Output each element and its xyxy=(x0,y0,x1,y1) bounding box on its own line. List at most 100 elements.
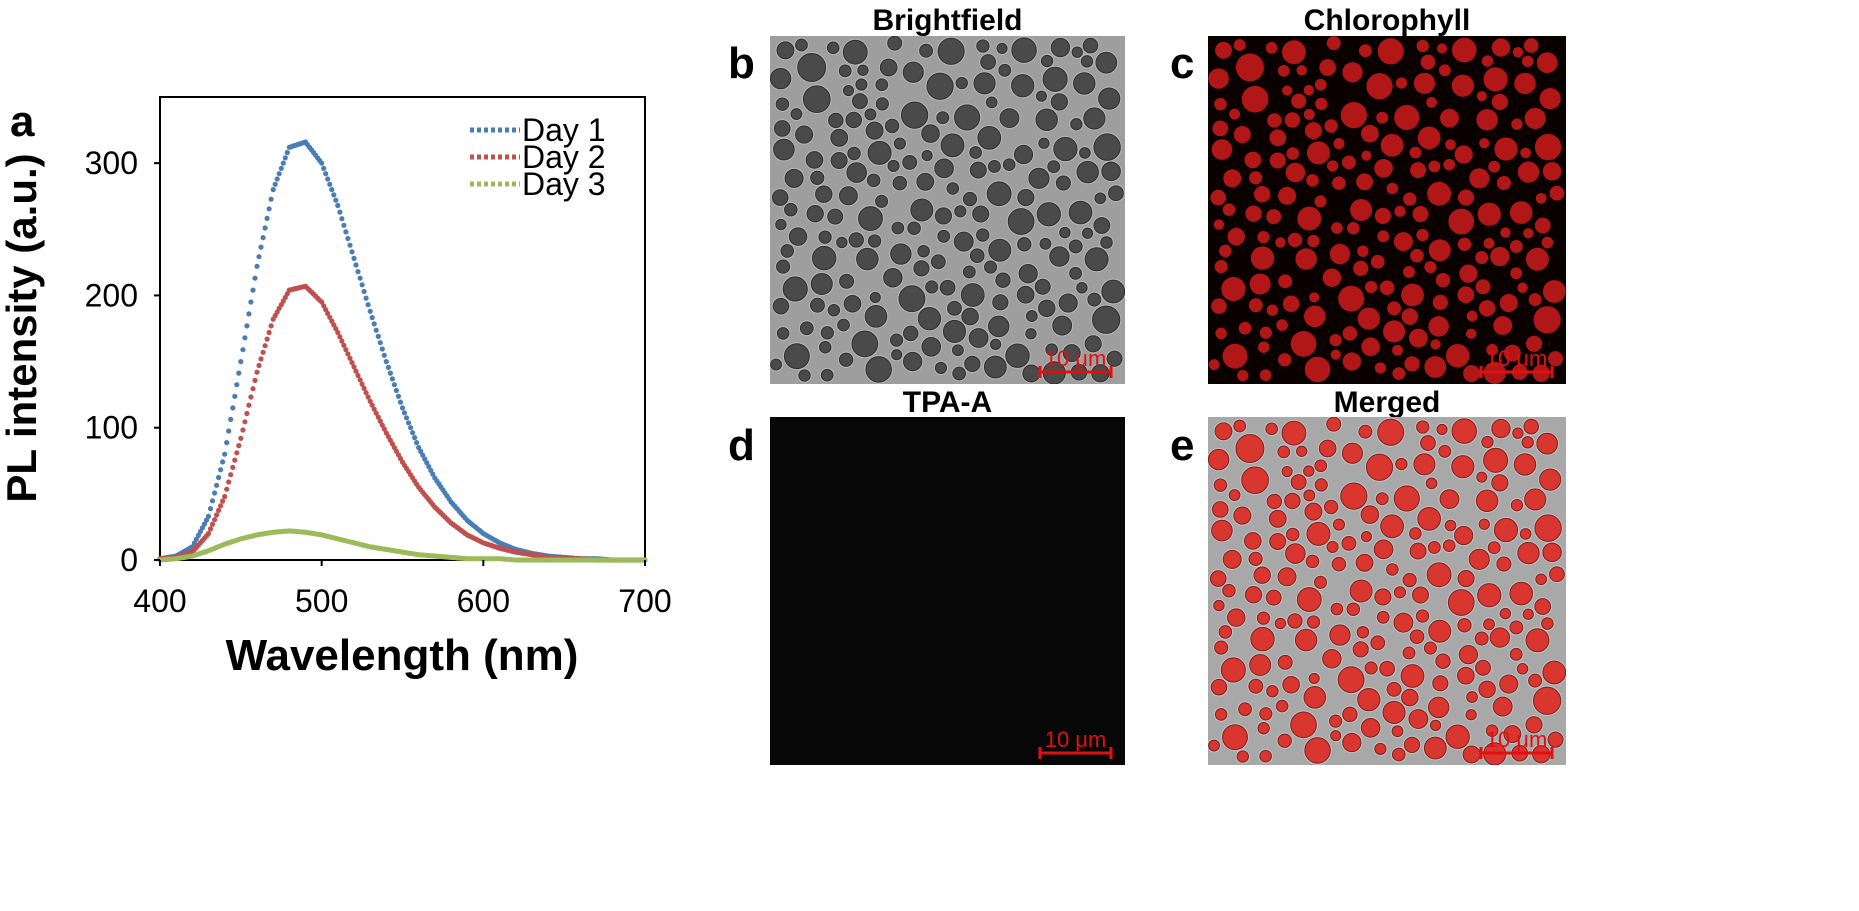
data-point xyxy=(256,254,262,260)
data-point xyxy=(331,192,337,198)
data-point xyxy=(254,369,260,375)
data-point xyxy=(351,255,357,261)
data-point xyxy=(383,359,389,365)
data-point xyxy=(262,225,268,231)
data-point xyxy=(341,342,347,348)
data-point xyxy=(224,486,230,492)
data-point xyxy=(325,310,331,317)
y-tick-label: 200 xyxy=(85,277,138,313)
data-point xyxy=(335,329,341,336)
data-point xyxy=(401,410,408,416)
scale-bar: 10 μm xyxy=(1038,346,1113,378)
data-point xyxy=(272,181,278,187)
data-point xyxy=(244,323,250,329)
series-3 xyxy=(157,528,648,563)
data-point xyxy=(252,275,258,281)
data-point xyxy=(248,394,254,400)
data-point xyxy=(412,435,418,441)
data-point xyxy=(220,498,226,504)
tpa-a-title: TPA-A xyxy=(902,386,993,419)
data-point xyxy=(256,362,262,369)
data-point xyxy=(403,415,410,421)
data-point xyxy=(339,338,345,344)
data-point xyxy=(209,498,216,504)
y-tick-label: 0 xyxy=(120,542,138,578)
data-point xyxy=(337,209,343,215)
panel-letter-c: c xyxy=(1170,39,1195,88)
data-point xyxy=(226,479,232,485)
plot-border xyxy=(159,96,646,561)
data-point xyxy=(216,474,222,481)
scale-bar-label: 10 μm xyxy=(1045,346,1107,371)
data-point xyxy=(359,381,365,387)
data-point xyxy=(365,394,371,400)
data-point xyxy=(357,275,363,281)
data-point xyxy=(266,329,272,336)
data-point xyxy=(268,196,274,202)
data-point xyxy=(234,382,240,388)
data-point xyxy=(375,414,381,420)
data-point xyxy=(238,359,244,365)
y-tick-label: 300 xyxy=(85,145,138,181)
data-point xyxy=(365,302,371,308)
data-point xyxy=(236,370,242,376)
x-tick-label: 400 xyxy=(133,583,186,619)
legend-label: Day 1 xyxy=(522,112,606,148)
data-point xyxy=(264,336,270,342)
data-point xyxy=(367,308,373,314)
data-point xyxy=(361,288,367,295)
data-point xyxy=(333,197,339,203)
data-point xyxy=(345,235,351,242)
data-point xyxy=(379,346,385,352)
data-point xyxy=(357,377,363,383)
data-point xyxy=(201,521,208,527)
data-point xyxy=(321,165,327,171)
data-point xyxy=(205,513,212,519)
panel-letter-d: d xyxy=(728,421,755,470)
data-point xyxy=(329,187,335,193)
scale-bar: 10 μm xyxy=(1479,346,1554,378)
tpa-a-image: 10 μm xyxy=(770,417,1125,765)
data-point xyxy=(244,410,250,417)
data-point xyxy=(199,525,205,531)
data-point xyxy=(343,347,349,353)
data-point xyxy=(240,427,246,433)
data-point xyxy=(260,235,266,241)
panel-letter-a: a xyxy=(10,97,35,146)
data-point xyxy=(377,418,383,424)
data-point xyxy=(252,377,258,383)
series-2 xyxy=(157,283,648,563)
data-point xyxy=(347,242,353,248)
plot-area xyxy=(159,96,646,561)
data-point xyxy=(325,176,331,182)
data-point xyxy=(369,402,375,408)
data-point xyxy=(278,165,284,171)
data-point xyxy=(268,323,274,329)
data-point xyxy=(212,517,218,523)
series-1 xyxy=(157,139,648,563)
data-point xyxy=(361,385,367,391)
data-point xyxy=(363,295,369,301)
data-point xyxy=(250,287,256,293)
data-point xyxy=(335,202,341,209)
data-point xyxy=(260,349,266,355)
data-point xyxy=(282,155,288,161)
data-point xyxy=(240,347,246,353)
data-point xyxy=(375,333,381,339)
data-point xyxy=(351,364,357,370)
data-point xyxy=(264,215,270,221)
data-point xyxy=(359,282,365,288)
legend-label: Day 3 xyxy=(522,166,606,202)
data-point xyxy=(226,428,232,434)
data-point xyxy=(280,160,286,166)
scale-bar: 10 μm xyxy=(1479,727,1554,759)
y-tick-label: 100 xyxy=(85,410,138,446)
data-point xyxy=(238,435,244,441)
data-point xyxy=(408,425,414,431)
data-point xyxy=(284,150,290,156)
data-point xyxy=(274,176,280,182)
data-point xyxy=(373,327,379,333)
data-point xyxy=(391,382,397,388)
data-point xyxy=(207,506,214,512)
